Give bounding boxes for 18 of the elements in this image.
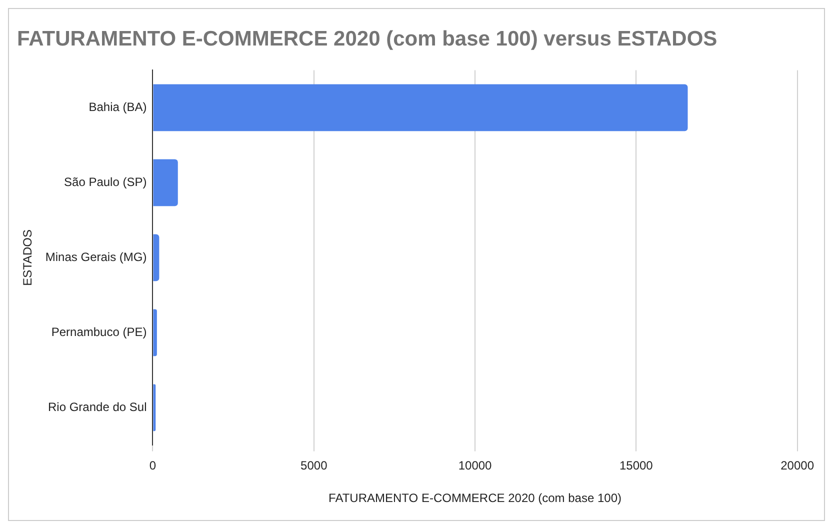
y-tick-label: Minas Gerais (MG) bbox=[45, 250, 147, 264]
x-tick-label: 20000 bbox=[780, 458, 814, 473]
x-tick-label: 5000 bbox=[300, 458, 328, 473]
y-tick-label: Bahia (BA) bbox=[88, 100, 147, 114]
x-axis-title: FATURAMENTO E-COMMERCE 2020 (com base 100) bbox=[328, 491, 622, 506]
y-tick-label: Pernambuco (PE) bbox=[51, 325, 147, 340]
chart-title: FATURAMENTO E-COMMERCE 2020 (com base 100) versus ESTADOS bbox=[17, 27, 718, 50]
x-tick-label: 10000 bbox=[458, 458, 492, 473]
bar bbox=[153, 84, 688, 132]
bar bbox=[153, 309, 157, 356]
x-tick-label: 15000 bbox=[619, 458, 654, 473]
bar bbox=[153, 234, 160, 282]
bar bbox=[153, 159, 178, 206]
y-axis-title: ESTADOS bbox=[20, 229, 35, 286]
x-tick-label: 0 bbox=[149, 458, 156, 473]
bar bbox=[153, 384, 156, 432]
y-tick-label: São Paulo (SP) bbox=[64, 175, 147, 190]
y-tick-label: Rio Grande do Sul bbox=[48, 400, 147, 414]
